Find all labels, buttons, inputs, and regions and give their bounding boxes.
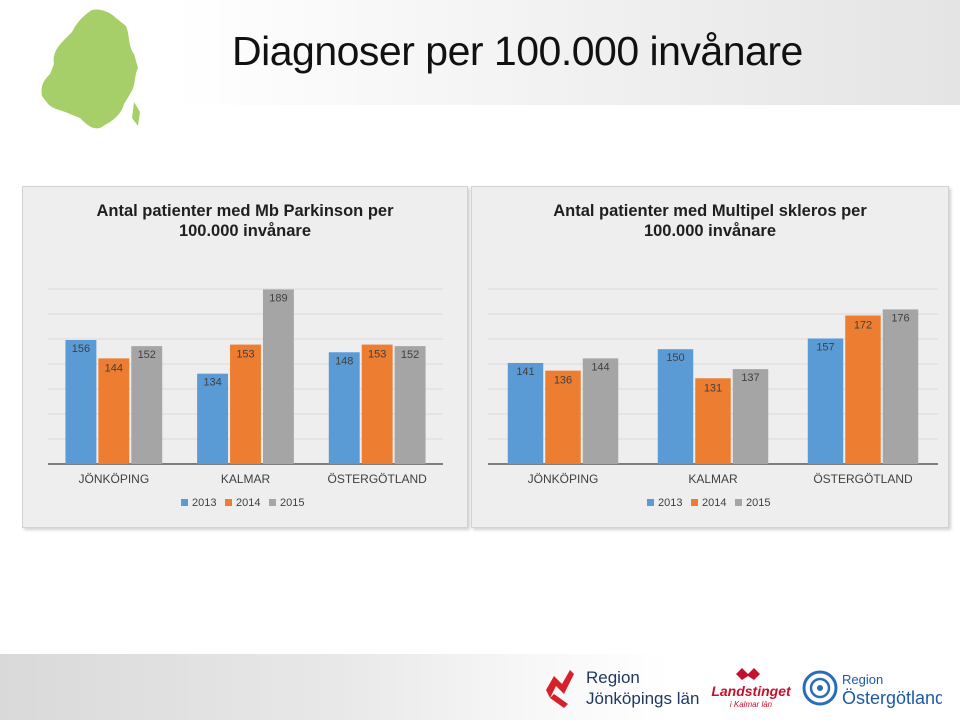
legend-swatch — [181, 499, 188, 506]
category-label: KALMAR — [688, 472, 738, 486]
landstinget-kalmar-logo: Landstinget i Kalmar län — [711, 668, 792, 709]
chart-title-parkinson: Antal patienter med Mb Parkinson per 100… — [96, 202, 394, 240]
data-label: 176 — [891, 312, 909, 324]
region-jonkoping-logo: Region Jönköpings län — [546, 668, 699, 708]
bar-2014 — [230, 344, 261, 464]
data-label: 156 — [72, 343, 90, 355]
data-label: 153 — [236, 349, 254, 361]
slide-title: Diagnoser per 100.000 invånare — [232, 28, 803, 74]
data-label: 152 — [138, 349, 156, 361]
category-label: JÖNKÖPING — [528, 472, 599, 486]
title-band — [0, 0, 960, 105]
chart-panel-parkinson: Antal patienter med Mb Parkinson per 100… — [22, 186, 468, 528]
legend-label: 2013 — [658, 497, 682, 509]
bar-2014 — [98, 358, 130, 464]
bar-2014 — [545, 370, 581, 464]
bar-chart-parkinson: 156 144 152 JÖNKÖPING 134 153 189 KALMAR 148 153 1… — [48, 288, 443, 509]
legend-swatch — [735, 499, 742, 506]
bar-2013 — [197, 373, 229, 464]
legend-label: 2015 — [746, 497, 770, 509]
legend-swatch — [225, 499, 232, 506]
logo-text: Region — [586, 668, 640, 687]
data-label: 134 — [203, 377, 221, 389]
data-label: 131 — [704, 382, 722, 394]
data-label: 150 — [666, 352, 684, 364]
bar-2015 — [262, 289, 294, 464]
legend-label: 2014 — [236, 497, 260, 509]
bar-2013 — [657, 349, 694, 464]
region-ostergotland-logo: Region Östergötland — [802, 670, 942, 708]
logo-text: Östergötland — [842, 688, 942, 708]
data-label: 153 — [368, 349, 386, 361]
footer-band — [0, 654, 960, 720]
chart-title-ms: Antal patienter med Multipel skleros per… — [553, 202, 867, 240]
category-label: JÖNKÖPING — [78, 472, 149, 486]
data-label: 144 — [105, 362, 123, 374]
bar-2014 — [361, 344, 393, 464]
logo-text: Jönköpings län — [586, 689, 699, 708]
bar-2013 — [507, 362, 544, 464]
legend-swatch — [691, 499, 698, 506]
chart-panel-ms: Antal patienter med Multipel skleros per… — [471, 186, 949, 528]
legend-label: 2013 — [192, 497, 216, 509]
logo-text: Landstinget — [711, 683, 792, 699]
bar-2013 — [328, 352, 360, 464]
logo-text: Region — [842, 672, 883, 687]
category-label: KALMAR — [221, 472, 271, 486]
bar-2014 — [695, 378, 731, 464]
data-label: 136 — [554, 375, 572, 387]
data-label: 172 — [854, 320, 872, 332]
bar-2015 — [582, 358, 619, 464]
bar-2015 — [131, 346, 163, 464]
logo-text: i Kalmar län — [730, 700, 773, 709]
data-label: 144 — [591, 361, 609, 373]
bar-2013 — [65, 340, 97, 464]
legend-swatch — [269, 499, 276, 506]
data-label: 141 — [516, 366, 534, 378]
bar-chart-ms: 141 136 144 JÖNKÖPING 150 131 137 KALMAR 157 172 1… — [488, 288, 938, 509]
bar-2013 — [807, 338, 844, 464]
data-label: 137 — [741, 372, 759, 384]
category-label: ÖSTERGÖTLAND — [813, 472, 913, 486]
bar-2014 — [845, 315, 881, 464]
category-label: ÖSTERGÖTLAND — [327, 472, 427, 486]
bar-2015 — [394, 346, 426, 464]
bar-2015 — [882, 309, 919, 464]
data-label: 189 — [269, 292, 287, 304]
legend-label: 2014 — [702, 497, 726, 509]
bar-2015 — [732, 369, 769, 464]
data-label: 148 — [335, 355, 353, 367]
county-map-icon — [41, 9, 140, 129]
data-label: 157 — [816, 341, 834, 353]
legend-swatch — [647, 499, 654, 506]
data-label: 152 — [401, 349, 419, 361]
legend-label: 2015 — [280, 497, 304, 509]
